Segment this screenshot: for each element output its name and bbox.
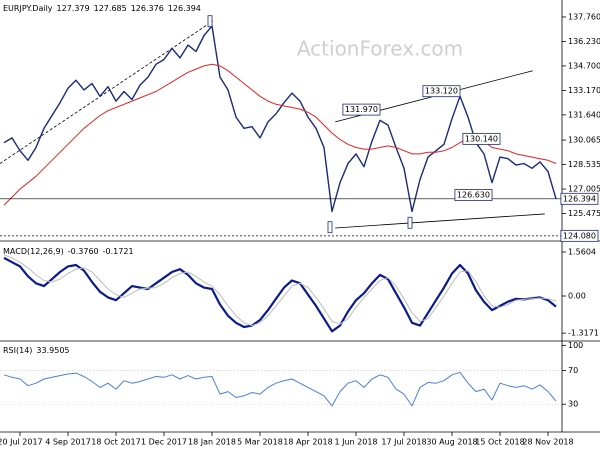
panel-title-text: RSI(14)	[3, 346, 32, 355]
x-tick-label: 17 Jul 2018	[381, 438, 426, 447]
price-annotation: 131.970	[345, 105, 378, 114]
last-price-label: 126.394	[563, 194, 596, 203]
panel-title-text: EURJPY.Daily	[3, 4, 53, 13]
price-annotation-box	[454, 189, 493, 201]
x-tick-label: 15 Oct 2018	[475, 438, 524, 447]
panel-title: MACD(12,26,9) -0.3760 -0.1721	[3, 247, 134, 256]
y-tick-label: 134.700	[568, 61, 600, 70]
x-tick-label: 18 Apr 2018	[283, 438, 332, 447]
y-tick-label: 125.475	[568, 209, 600, 218]
y-tick-label: 1.5604	[568, 248, 596, 257]
price-annotation-box	[462, 132, 501, 145]
y-tick-label: 130.065	[568, 136, 600, 145]
x-tick-label: 1 Jun 2018	[334, 438, 377, 447]
watermark: ActionForex.com	[297, 37, 463, 61]
y-tick-label: 127.005	[568, 185, 600, 194]
series-line	[3, 256, 557, 333]
trend-line	[0, 20, 214, 164]
x-tick-label: 5 Mar 2018	[237, 438, 283, 447]
price-annotation: 133.120	[425, 87, 458, 96]
price-annotation: 130.140	[465, 134, 498, 143]
y-tick-label: 100	[568, 341, 583, 350]
series-line	[3, 25, 557, 213]
panel-reading: 33.9505	[36, 346, 69, 355]
y-tick-label: 131.640	[568, 110, 600, 119]
price-annotation-box	[422, 85, 461, 98]
price-annotation-box	[327, 221, 333, 234]
series-line	[3, 371, 557, 407]
x-tick-label: 30 Aug 2018	[426, 438, 477, 447]
trend-line	[335, 213, 545, 229]
last-price-label-box	[560, 192, 599, 205]
series-line	[3, 254, 557, 327]
y-tick-label: 133.170	[568, 86, 600, 95]
x-tick-label: 4 Sep 2017	[45, 438, 91, 447]
panel-reading: 127.379	[57, 4, 90, 13]
x-tick-label: 18 Oct 2017	[91, 438, 140, 447]
panel-reading: -0.3760	[68, 247, 99, 256]
y-tick-label: 70	[568, 366, 578, 375]
x-tick-label: 20 Jul 2017	[0, 438, 43, 447]
panel-reading: 126.376	[131, 4, 164, 13]
level-label: 124.080	[563, 231, 596, 240]
level-label-box	[560, 229, 599, 242]
price-annotation: 126.630	[457, 191, 490, 200]
y-tick-label: 0.00	[568, 292, 586, 301]
y-tick-label: 30	[568, 400, 578, 409]
panel-reading: 126.394	[168, 4, 201, 13]
y-tick-label: 136.230	[568, 37, 600, 46]
panel-title: EURJPY.Daily 127.379 127.685 126.376 126.394	[3, 4, 201, 13]
x-tick-label: 18 Jan 2018	[188, 438, 236, 447]
price-annotation-box	[342, 103, 381, 116]
x-tick-label: 28 Nov 2018	[522, 438, 573, 447]
x-tick-label: 1 Dec 2017	[141, 438, 187, 447]
y-tick-label: 128.535	[568, 160, 600, 169]
y-tick-label: 137.760	[568, 12, 600, 21]
price-annotation-box	[207, 15, 213, 28]
y-tick-label: -1.3171	[568, 329, 599, 338]
panel-title-text: MACD(12,26,9)	[3, 247, 64, 256]
panel-reading: -0.1721	[103, 247, 134, 256]
panel-reading: 127.685	[94, 4, 127, 13]
panel-title: RSI(14) 33.9505	[3, 346, 70, 355]
price-annotation-box	[407, 216, 413, 229]
